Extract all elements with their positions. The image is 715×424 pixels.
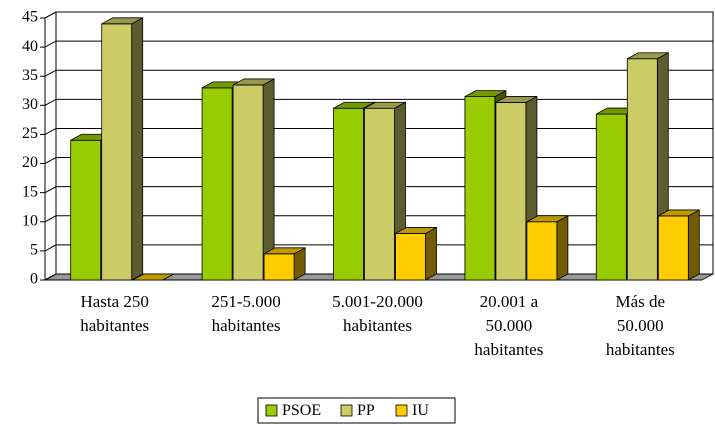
y-tick-label: 25 bbox=[22, 125, 38, 142]
bar bbox=[132, 273, 174, 281]
bar-top bbox=[464, 90, 507, 97]
grid-line bbox=[44, 40, 713, 48]
bar bbox=[657, 209, 700, 281]
x-tick-label: Más de 50.000 habitantes bbox=[605, 292, 675, 359]
legend-label: IU bbox=[412, 402, 429, 419]
bar-top bbox=[232, 78, 275, 86]
bar-front bbox=[70, 139, 102, 281]
y-tick-label: 30 bbox=[22, 96, 38, 113]
legend bbox=[257, 397, 456, 424]
grid-line bbox=[44, 11, 713, 19]
bar-top bbox=[101, 17, 143, 25]
grid-line bbox=[44, 69, 713, 77]
y-tick-label: 0 bbox=[30, 271, 38, 288]
bar-top bbox=[526, 215, 569, 223]
bar-front bbox=[464, 96, 496, 281]
bar-side bbox=[425, 226, 437, 281]
bar-front bbox=[626, 58, 658, 281]
y-tick-label: 45 bbox=[22, 9, 38, 26]
bar-front bbox=[395, 233, 426, 281]
bar-side bbox=[131, 17, 144, 281]
bar-front bbox=[495, 102, 527, 281]
y-tick-label: 5 bbox=[30, 242, 38, 259]
bar bbox=[495, 95, 538, 281]
bar-front bbox=[595, 113, 627, 281]
bar bbox=[526, 215, 569, 281]
x-tick-label: 20.001 a 50.000 habitantes bbox=[474, 292, 544, 359]
y-tick-label: 10 bbox=[22, 212, 38, 229]
bar-top bbox=[132, 273, 174, 281]
x-tick-label: Hasta 250 habitantes bbox=[80, 292, 150, 335]
bar-front bbox=[232, 84, 264, 281]
bar-front bbox=[201, 87, 233, 281]
legend-swatch bbox=[340, 404, 353, 417]
bar-top bbox=[395, 227, 437, 234]
bar bbox=[263, 247, 306, 281]
x-tick-label: 251-5.000 habitantes bbox=[211, 292, 281, 335]
y-tick-label: 15 bbox=[22, 183, 38, 200]
legend-label: PSOE bbox=[282, 402, 321, 419]
bar-front bbox=[364, 107, 395, 281]
bar-top bbox=[263, 247, 306, 255]
bar-top bbox=[627, 52, 669, 60]
legend-swatch bbox=[265, 404, 278, 417]
bar-front bbox=[333, 107, 364, 281]
bar-front bbox=[657, 215, 689, 281]
bar bbox=[232, 78, 275, 281]
bar-front bbox=[526, 221, 558, 281]
bar-top bbox=[658, 209, 700, 217]
bar bbox=[395, 226, 437, 281]
y-tick-label: 20 bbox=[22, 154, 38, 171]
y-tick-label: 40 bbox=[22, 38, 38, 55]
bar-side bbox=[556, 215, 569, 281]
y-tick-label: 35 bbox=[22, 67, 38, 84]
bar-top bbox=[364, 101, 406, 109]
legend-label: PP bbox=[357, 402, 375, 419]
bar-top bbox=[333, 101, 375, 109]
legend-swatch bbox=[395, 404, 408, 417]
x-tick-label: 5.001-20.000 habitantes bbox=[332, 292, 423, 335]
bar-front bbox=[263, 253, 295, 281]
bar bbox=[101, 17, 144, 281]
bar-side bbox=[687, 209, 700, 281]
bar-top bbox=[495, 96, 538, 103]
bar-front bbox=[101, 23, 133, 281]
